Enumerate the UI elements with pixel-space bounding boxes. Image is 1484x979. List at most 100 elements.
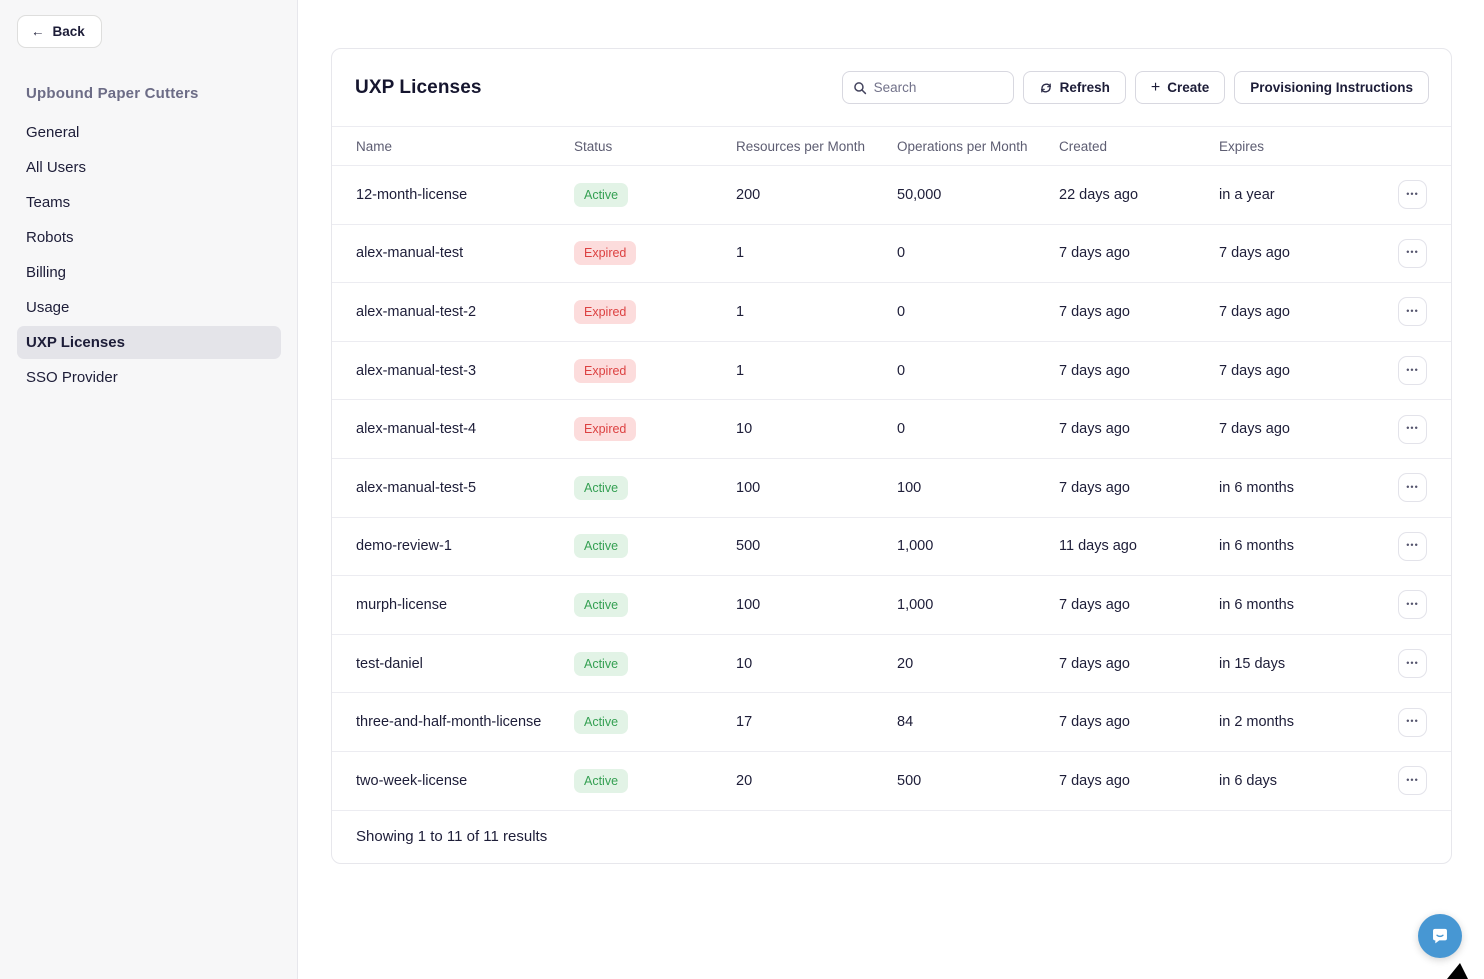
column-header-expires: Expires: [1219, 138, 1265, 154]
expires-value: in 15 days: [1219, 655, 1286, 672]
provisioning-instructions-button[interactable]: Provisioning Instructions: [1234, 71, 1429, 104]
table-row: alex-manual-test Expired 1 0 7 days ago …: [332, 225, 1451, 284]
plus-icon: +: [1150, 78, 1161, 96]
table-row: alex-manual-test-5 Active 100 100 7 days…: [332, 459, 1451, 518]
ellipsis-icon: •••: [1406, 305, 1419, 316]
licenses-card: UXP Licenses: [331, 48, 1452, 864]
status-cell: Expired: [574, 241, 736, 266]
operations-per-month-value: 0: [897, 245, 906, 262]
sidebar-item-teams[interactable]: Teams: [26, 194, 71, 211]
back-button-label: Back: [52, 24, 85, 39]
created-value: 7 days ago: [1059, 421, 1130, 438]
expires-cell: in 6 days: [1219, 773, 1383, 789]
sidebar-item-usage[interactable]: Usage: [26, 299, 70, 316]
created-value: 7 days ago: [1059, 655, 1130, 672]
actions-cell: •••: [1383, 238, 1427, 268]
resources-per-month-value: 200: [736, 186, 761, 203]
table-row: alex-manual-test-2 Expired 1 0 7 days ag…: [332, 283, 1451, 342]
status-badge: Expired: [574, 417, 637, 442]
row-menu-button[interactable]: •••: [1398, 531, 1427, 561]
chat-launcher-button[interactable]: [1418, 914, 1462, 958]
expires-value: in 6 months: [1219, 479, 1294, 496]
actions-cell: •••: [1383, 297, 1427, 327]
license-name: test-daniel: [356, 655, 423, 672]
resources-per-month-value: 500: [736, 538, 761, 555]
license-name: 12-month-license: [356, 186, 468, 203]
ellipsis-icon: •••: [1406, 364, 1419, 375]
created-cell: 7 days ago: [1059, 714, 1219, 730]
sidebar-item-billing[interactable]: Billing: [26, 264, 67, 281]
ellipsis-icon: •••: [1406, 598, 1419, 609]
create-button[interactable]: + Create: [1134, 71, 1226, 104]
status-cell: Active: [574, 182, 736, 207]
actions-cell: •••: [1383, 766, 1427, 796]
ellipsis-icon: •••: [1406, 716, 1419, 727]
row-menu-button[interactable]: •••: [1398, 238, 1427, 268]
column-header-resources: Resources per Month: [736, 138, 866, 154]
created-cell: 7 days ago: [1059, 597, 1219, 613]
sidebar-item-uxp-licenses[interactable]: UXP Licenses: [17, 326, 281, 359]
resources-per-month-value: 10: [736, 421, 753, 438]
sidebar-item-all-users[interactable]: All Users: [26, 159, 87, 176]
created-cell: 22 days ago: [1059, 187, 1219, 203]
status-badge: Active: [574, 710, 629, 735]
license-name: two-week-license: [356, 772, 468, 789]
actions-cell: •••: [1383, 356, 1427, 386]
sidebar-item-robots[interactable]: Robots: [26, 229, 74, 246]
row-menu-button[interactable]: •••: [1398, 590, 1427, 620]
status-badge: Active: [574, 651, 629, 676]
expires-cell: in 6 months: [1219, 480, 1383, 496]
resources-per-month-value: 1: [736, 362, 745, 379]
row-menu-button[interactable]: •••: [1398, 297, 1427, 327]
status-badge: Active: [574, 182, 629, 207]
expires-cell: 7 days ago: [1219, 363, 1383, 379]
expires-value: in 2 months: [1219, 714, 1294, 731]
actions-cell: •••: [1383, 649, 1427, 679]
row-menu-button[interactable]: •••: [1398, 707, 1427, 737]
license-name: alex-manual-test-2: [356, 303, 477, 320]
resources-per-month-value: 100: [736, 479, 761, 496]
search-box: [841, 71, 1014, 104]
refresh-button[interactable]: Refresh: [1022, 71, 1126, 104]
table-row: 12-month-license Active 200 50,000 22 da…: [332, 166, 1451, 225]
created-value: 22 days ago: [1059, 186, 1139, 203]
resources-per-month-value: 100: [736, 596, 761, 613]
row-menu-button[interactable]: •••: [1398, 766, 1427, 796]
status-cell: Expired: [574, 417, 736, 442]
actions-cell: •••: [1383, 531, 1427, 561]
search-input[interactable]: [873, 80, 1003, 95]
sidebar-item-sso-provider[interactable]: SSO Provider: [26, 369, 118, 386]
table-row: test-daniel Active 10 20 7 days ago in 1…: [332, 635, 1451, 694]
status-cell: Active: [574, 651, 736, 676]
table-row: murph-license Active 100 1,000 7 days ag…: [332, 576, 1451, 635]
resources-per-month-value: 1: [736, 303, 745, 320]
expires-cell: 7 days ago: [1219, 421, 1383, 437]
sidebar-nav: General All Users Teams Robots Billing U…: [17, 116, 281, 394]
status-badge: Active: [574, 592, 629, 617]
ellipsis-icon: •••: [1406, 540, 1419, 551]
main-content: UXP Licenses: [298, 0, 1484, 979]
row-menu-button[interactable]: •••: [1398, 649, 1427, 679]
toolbar: Refresh + Create Provisioning Instructio…: [841, 71, 1429, 104]
operations-per-month-value: 0: [897, 421, 906, 438]
row-menu-button[interactable]: •••: [1398, 356, 1427, 386]
expires-cell: in 6 months: [1219, 538, 1383, 554]
status-badge: Expired: [574, 241, 637, 266]
expires-value: in 6 months: [1219, 596, 1294, 613]
operations-per-month-value: 1,000: [897, 596, 934, 613]
column-header-name: Name: [356, 138, 393, 154]
status-badge: Expired: [574, 299, 637, 324]
ellipsis-icon: •••: [1406, 423, 1419, 434]
sidebar-item-general[interactable]: General: [26, 124, 80, 141]
expires-value: 7 days ago: [1219, 245, 1290, 262]
license-name: alex-manual-test-3: [356, 362, 477, 379]
back-button[interactable]: ← Back: [17, 15, 102, 48]
created-cell: 7 days ago: [1059, 304, 1219, 320]
created-value: 7 days ago: [1059, 245, 1130, 262]
row-menu-button[interactable]: •••: [1398, 473, 1427, 503]
row-menu-button[interactable]: •••: [1398, 180, 1427, 210]
status-cell: Active: [574, 592, 736, 617]
status-cell: Expired: [574, 358, 736, 383]
created-value: 7 days ago: [1059, 714, 1130, 731]
row-menu-button[interactable]: •••: [1398, 414, 1427, 444]
